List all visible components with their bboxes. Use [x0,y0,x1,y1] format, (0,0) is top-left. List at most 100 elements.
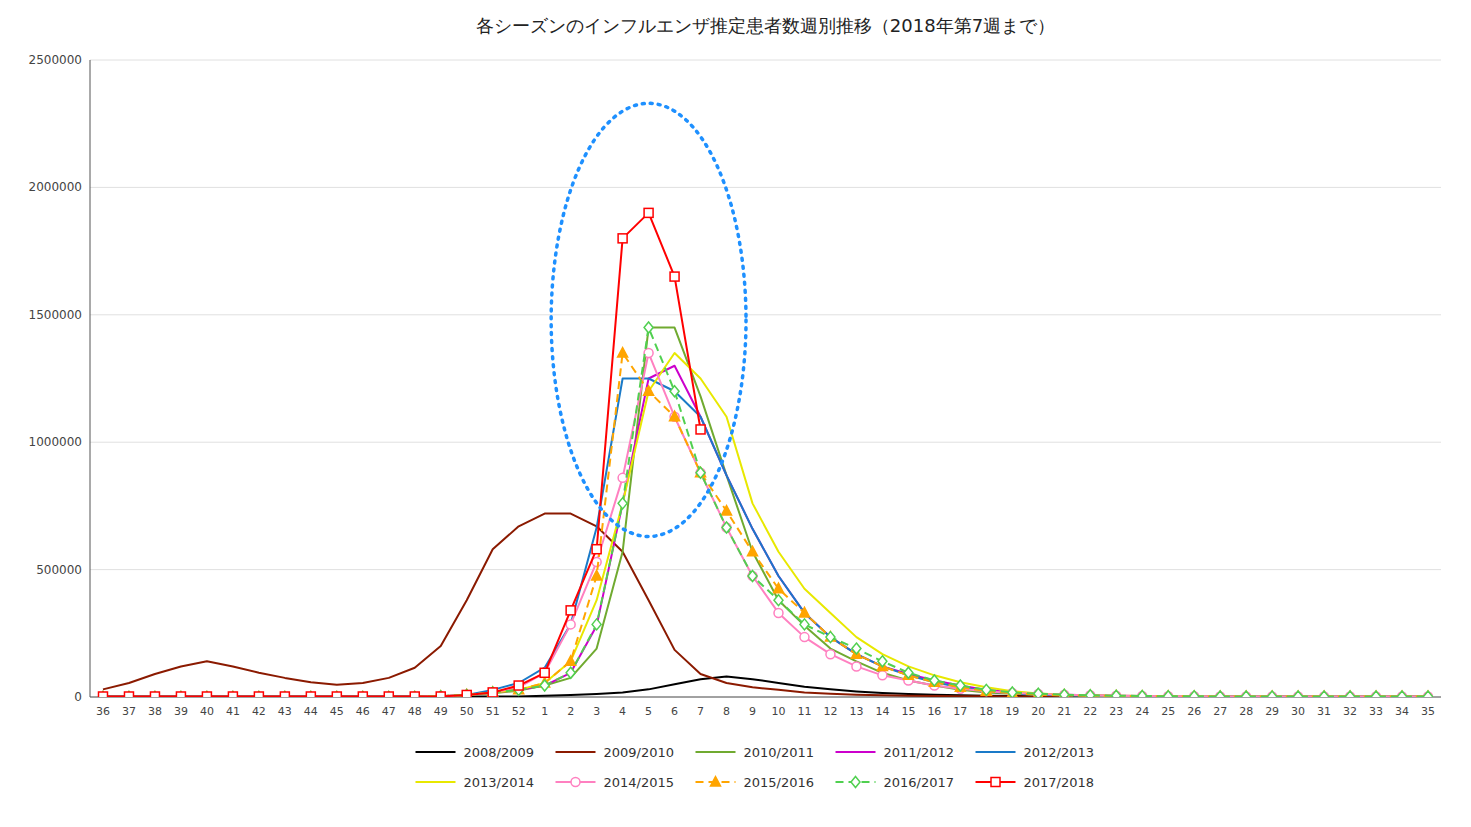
x-tick-label: 32 [1343,705,1357,718]
series-marker [644,322,653,333]
series-marker [150,692,160,698]
series-marker [124,692,134,698]
series-marker [1398,692,1407,697]
series-marker [566,620,575,629]
series-line [103,353,1428,697]
series-line [103,677,1428,697]
x-tick-label: 17 [953,705,967,718]
x-tick-label: 51 [486,705,500,718]
x-tick-label: 19 [1005,705,1019,718]
series-marker [1138,691,1147,697]
series-marker [280,693,289,698]
series-marker [1190,692,1199,697]
series-marker [774,595,783,606]
series-marker [1294,691,1303,697]
series-marker [1086,690,1095,697]
series-marker [1346,691,1355,697]
legend-label: 2011/2012 [884,745,955,760]
legend-swatch [696,751,736,753]
series [98,349,1432,697]
grid-line [90,569,1441,570]
series-marker [1034,688,1043,697]
series-marker [1059,690,1069,697]
x-tick-label: 23 [1109,705,1123,718]
x-tick-label: 50 [460,705,474,718]
legend-label: 2017/2018 [1024,775,1095,790]
series-marker [800,619,809,630]
series-marker [696,467,705,478]
series-marker [462,689,471,697]
series-marker [748,570,757,581]
series [98,208,705,697]
series-marker [566,656,576,666]
series [103,379,1428,698]
series-marker [436,691,445,697]
legend-marker [851,777,860,788]
series-marker [124,692,133,698]
series-marker [670,386,679,397]
series-line [103,514,1428,697]
x-tick-label: 49 [434,705,448,718]
y-tick-label: 2000000 [29,180,82,194]
series-marker [150,693,159,698]
series-marker [852,643,861,654]
grid-line [90,187,1441,188]
series-marker [618,234,627,243]
series-marker [618,498,627,509]
y-tick-label: 2500000 [29,53,82,67]
series-marker [670,272,679,281]
series-marker [566,606,575,615]
grid-line [90,314,1441,315]
legend-swatch [416,781,456,783]
x-tick-label: 42 [252,705,266,718]
y-tick-label: 500000 [36,563,82,577]
series-marker [150,692,159,698]
series-marker [202,692,212,698]
y-axis [90,60,91,697]
series-marker [280,692,290,698]
x-tick-label: 52 [512,705,526,718]
annotation-ellipse [551,103,746,536]
series-marker [228,693,237,698]
series-marker [280,692,289,697]
series-marker [410,692,419,697]
series-marker [1060,689,1069,697]
series-marker [436,692,445,697]
x-tick-label: 43 [278,705,292,718]
series-marker [462,690,471,697]
series-marker [1424,691,1433,697]
series-marker [592,570,602,580]
legend: 2008/20092009/20102010/20112011/20122012… [416,745,1095,790]
series-marker [1164,691,1173,697]
series-marker [1294,692,1303,697]
series-marker [176,692,185,697]
series-marker [410,692,420,698]
series-marker [358,692,368,698]
series-marker [1268,691,1277,697]
series-marker [1372,691,1381,697]
series-marker [176,692,186,698]
x-tick-label: 10 [771,705,785,718]
series-marker [540,668,549,677]
series-marker [306,692,315,698]
title: 各シーズンのインフルエンザ推定患者数週別推移（2018年第7週まで） [476,15,1055,36]
series [103,366,1428,697]
x-tick-label: 16 [927,705,941,718]
series-marker [1372,692,1381,697]
series-marker [748,546,758,556]
series-marker [436,692,445,697]
x-tick-label: 31 [1317,705,1331,718]
series-marker [98,693,107,698]
x-tick-label: 25 [1161,705,1175,718]
x-tick-label: 27 [1213,705,1227,718]
series-marker [1242,692,1251,697]
x-tick-label: 2 [567,705,574,718]
legend-label: 2014/2015 [604,775,675,790]
series-marker [1190,691,1199,697]
series-marker [280,692,289,698]
grid-line [90,442,1441,443]
series-marker [800,633,809,642]
x-tick-label: 46 [356,705,370,718]
series-marker [202,692,211,697]
x-tick-label: 30 [1291,705,1305,718]
